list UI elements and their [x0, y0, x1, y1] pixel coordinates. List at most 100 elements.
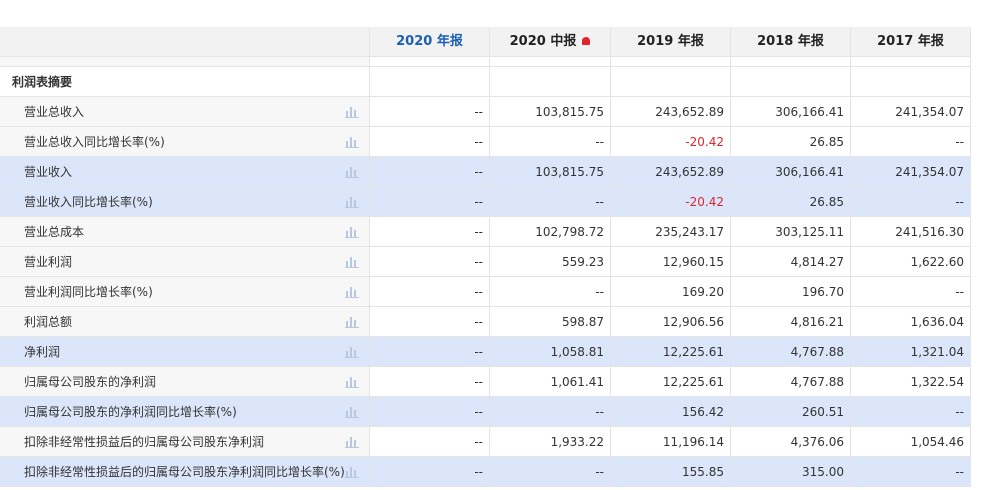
cell-text: --	[474, 165, 483, 179]
value-cell: 11,196.14	[611, 427, 731, 457]
value-cell: 26.85	[731, 187, 851, 217]
blank-cell	[370, 67, 490, 97]
value-cell: 303,125.11	[731, 217, 851, 247]
cell-text: 260.51	[802, 405, 844, 419]
chart-icon[interactable]	[345, 226, 359, 238]
value-cell: 196.70	[731, 277, 851, 307]
value-cell: 4,376.06	[731, 427, 851, 457]
chart-icon[interactable]	[345, 286, 359, 298]
value-cell: 243,652.89	[611, 157, 731, 187]
cell-text: 1,061.41	[550, 375, 604, 389]
chart-icon[interactable]	[345, 376, 359, 388]
chart-icon[interactable]	[345, 166, 359, 178]
value-cell: 12,225.61	[611, 337, 731, 367]
cell-text: 1,321.04	[910, 345, 964, 359]
cell-text: 2020 年报	[396, 34, 463, 49]
cell-text: -20.42	[685, 195, 724, 209]
value-cell: --	[370, 457, 490, 487]
cell-text: --	[595, 195, 604, 209]
cell-text: --	[474, 465, 483, 479]
column-header[interactable]: 2020 年报	[370, 27, 490, 57]
alert-icon	[582, 37, 591, 45]
cell-text: 4,767.88	[790, 375, 844, 389]
value-cell: 156.42	[611, 397, 731, 427]
cell-text: 1,054.46	[910, 435, 964, 449]
cell-text: --	[474, 285, 483, 299]
row-label: 营业收入同比增长率(%)	[0, 187, 370, 217]
value-cell: 306,166.41	[731, 157, 851, 187]
cell-text: --	[474, 105, 483, 119]
chart-icon[interactable]	[345, 316, 359, 328]
value-cell: --	[370, 427, 490, 457]
cell-text: 1,636.04	[910, 315, 964, 329]
column-header[interactable]: 2018 年报	[731, 27, 851, 57]
value-cell: --	[851, 457, 971, 487]
value-cell: --	[490, 187, 611, 217]
cell-text: 营业收入	[24, 165, 73, 179]
value-cell: 241,516.30	[851, 217, 971, 247]
cell-text: 102,798.72	[535, 225, 604, 239]
cell-text: 营业总收入	[24, 105, 85, 119]
value-cell: --	[370, 307, 490, 337]
value-cell: 155.85	[611, 457, 731, 487]
value-cell: --	[851, 187, 971, 217]
cell-text: 156.42	[682, 405, 724, 419]
blank-cell	[851, 67, 971, 97]
value-cell: 241,354.07	[851, 157, 971, 187]
row-label: 营业利润	[0, 247, 370, 277]
cell-text: 12,960.15	[662, 255, 724, 269]
chart-icon[interactable]	[345, 196, 359, 208]
cut-cell	[851, 57, 971, 67]
chart-icon[interactable]	[345, 136, 359, 148]
chart-icon[interactable]	[345, 436, 359, 448]
cell-text: --	[955, 195, 964, 209]
value-cell: 4,767.88	[731, 367, 851, 397]
column-header[interactable]: 2017 年报	[851, 27, 971, 57]
cell-text: 2020 中报	[509, 34, 577, 49]
value-cell: -20.42	[611, 187, 731, 217]
cell-text: 315.00	[802, 465, 844, 479]
cell-text: 241,354.07	[895, 105, 964, 119]
value-cell: --	[370, 367, 490, 397]
value-cell: --	[370, 247, 490, 277]
header-blank	[0, 27, 370, 57]
cell-text: -20.42	[685, 135, 724, 149]
cell-text: 306,166.41	[775, 105, 844, 119]
row-label: 营业总成本	[0, 217, 370, 247]
cell-text: --	[595, 135, 604, 149]
cell-text: 1,622.60	[910, 255, 964, 269]
cell-text: 243,652.89	[655, 165, 724, 179]
chart-icon[interactable]	[345, 406, 359, 418]
chart-icon[interactable]	[345, 346, 359, 358]
cell-text: 241,516.30	[895, 225, 964, 239]
cell-text: 155.85	[682, 465, 724, 479]
chart-icon[interactable]	[345, 466, 359, 478]
cell-text: 4,816.21	[790, 315, 844, 329]
value-cell: --	[490, 397, 611, 427]
value-cell: --	[370, 127, 490, 157]
value-cell: 12,960.15	[611, 247, 731, 277]
cell-text: --	[474, 375, 483, 389]
cell-text: 扣除非经常性损益后的归属母公司股东净利润同比增长率(%)	[24, 465, 345, 479]
value-cell: 12,906.56	[611, 307, 731, 337]
cell-text: 1,933.22	[550, 435, 604, 449]
column-header[interactable]: 2019 年报	[611, 27, 731, 57]
cell-text: 12,225.61	[662, 375, 724, 389]
row-label: 归属母公司股东的净利润同比增长率(%)	[0, 397, 370, 427]
chart-icon[interactable]	[345, 106, 359, 118]
column-header[interactable]: 2020 中报	[490, 27, 611, 57]
value-cell: 243,652.89	[611, 97, 731, 127]
cell-text: 利润总额	[24, 315, 73, 329]
cell-text: 营业利润	[24, 255, 73, 269]
cell-text: 11,196.14	[662, 435, 724, 449]
cell-text: 利润表摘要	[12, 75, 73, 89]
chart-icon[interactable]	[345, 256, 359, 268]
cell-text: 2019 年报	[637, 34, 704, 49]
cell-text: 196.70	[802, 285, 844, 299]
cut-row	[0, 57, 370, 67]
value-cell: 241,354.07	[851, 97, 971, 127]
cell-text: 103,815.75	[535, 165, 604, 179]
cell-text: 营业总收入同比增长率(%)	[24, 135, 165, 149]
cell-text: 303,125.11	[775, 225, 844, 239]
cell-text: 4,767.88	[790, 345, 844, 359]
